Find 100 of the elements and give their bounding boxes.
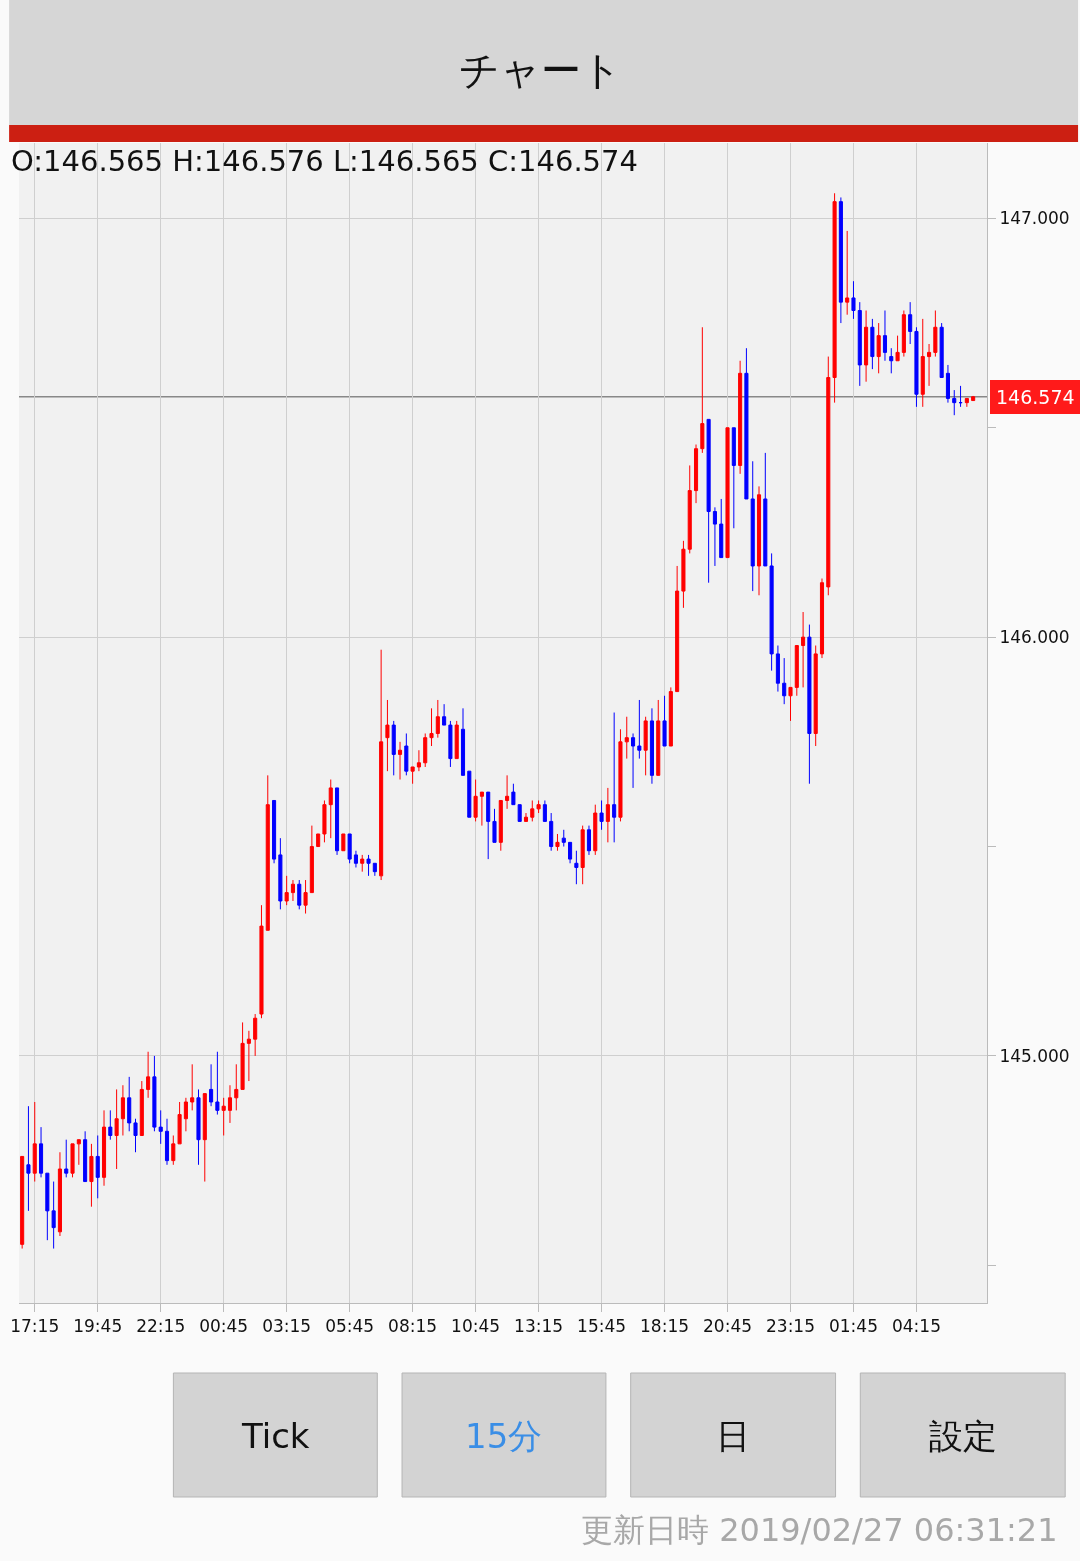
annotation: O:146.565 H:146.576 L:146.565 C:146.574 — [11, 144, 638, 178]
candlestick — [177, 1101, 182, 1145]
candlestick — [586, 825, 592, 856]
text: 日 — [716, 1416, 750, 1456]
candlestick — [460, 707, 466, 776]
candlestick — [190, 1063, 195, 1111]
candlestick — [234, 1063, 239, 1111]
candlestick — [618, 728, 623, 822]
candlestick — [901, 310, 906, 358]
candlestick — [120, 1084, 125, 1136]
candlestick — [864, 310, 869, 383]
candlestick — [303, 879, 308, 915]
candlestick — [719, 498, 724, 559]
candlestick — [819, 578, 825, 659]
candlestick — [410, 766, 415, 785]
candlestick — [473, 779, 478, 822]
candlestick — [555, 833, 560, 852]
candlestick — [341, 833, 346, 852]
candlestick — [164, 1118, 170, 1166]
candlestick — [517, 804, 522, 822]
x-tick-label: 19:45 — [73, 1316, 123, 1337]
candlestick — [39, 1126, 44, 1178]
y-tick-label: 147.000 — [999, 208, 1070, 229]
candlestick — [215, 1051, 220, 1116]
candlestick — [360, 854, 365, 873]
x-tick-label: 10:45 — [451, 1316, 501, 1337]
candlestick — [624, 716, 629, 760]
candlestick — [57, 1151, 62, 1237]
candlestick — [32, 1101, 37, 1183]
candlestick — [290, 879, 296, 902]
candlestick — [561, 829, 566, 848]
text: 15分 — [465, 1416, 543, 1456]
candlestick — [486, 791, 491, 860]
candlestick — [788, 686, 793, 722]
candlestick — [593, 804, 598, 856]
candlestick — [712, 506, 717, 567]
x-tick-label: 01:45 — [828, 1316, 878, 1337]
candlestick — [347, 833, 352, 864]
candlestick — [416, 749, 421, 772]
candlestick — [240, 1021, 245, 1090]
candlestick — [750, 460, 755, 592]
candlestick — [643, 716, 648, 776]
candlestick — [391, 720, 396, 776]
candlestick — [656, 699, 661, 776]
candlestick — [83, 1130, 88, 1183]
candlestick — [731, 427, 736, 529]
candlestick — [209, 1063, 214, 1107]
candlestick — [908, 301, 913, 345]
candlestick — [505, 774, 510, 810]
candlestick — [511, 783, 516, 806]
candlestick — [328, 779, 333, 839]
candlestick — [964, 397, 969, 408]
candlestick — [693, 444, 699, 504]
candlestick — [882, 310, 888, 362]
candlestick — [139, 1080, 144, 1136]
candlestick — [939, 322, 944, 379]
y-tick-label: 145.000 — [999, 1045, 1070, 1066]
candlestick — [278, 837, 283, 910]
candlestick — [76, 1139, 81, 1166]
candlestick — [253, 1013, 258, 1057]
candlestick — [958, 385, 963, 408]
candlestick — [568, 841, 573, 864]
x-tick-label: 08:15 — [388, 1316, 438, 1337]
x-tick-label: 15:45 — [577, 1316, 627, 1337]
candlestick — [246, 1030, 251, 1082]
candlestick — [309, 825, 314, 894]
candlestick — [920, 318, 925, 408]
candlestick — [372, 862, 377, 877]
candlestick — [889, 347, 894, 374]
candlestick — [284, 875, 289, 906]
candlestick — [202, 1093, 207, 1183]
candlestick — [26, 1105, 31, 1212]
candlestick — [492, 808, 497, 843]
candlestick — [379, 649, 384, 881]
candlestick — [152, 1055, 157, 1132]
candlestick — [530, 799, 535, 822]
candlestick — [221, 1097, 226, 1136]
candlestick — [227, 1084, 233, 1124]
candlestick — [832, 192, 837, 404]
candlestick — [467, 770, 472, 818]
candlestick — [498, 799, 503, 852]
candlestick — [335, 787, 340, 856]
candlestick — [523, 812, 529, 822]
candlestick — [114, 1088, 119, 1170]
candlestick — [101, 1109, 107, 1187]
candlestick — [700, 326, 705, 454]
x-tick-label: 03:15 — [262, 1316, 312, 1337]
candlestick — [574, 850, 579, 885]
candlestick — [599, 799, 604, 831]
candlestick — [265, 774, 270, 931]
candlestick — [876, 322, 881, 374]
candlestick — [133, 1118, 138, 1153]
candlestick — [681, 540, 686, 609]
candlestick — [259, 904, 264, 1019]
candlestick — [971, 395, 976, 402]
candlestick — [738, 360, 743, 475]
candlestick — [454, 720, 459, 760]
candlestick — [448, 720, 453, 768]
candlestick — [108, 1109, 113, 1141]
x-tick-label: 04:15 — [891, 1316, 941, 1337]
